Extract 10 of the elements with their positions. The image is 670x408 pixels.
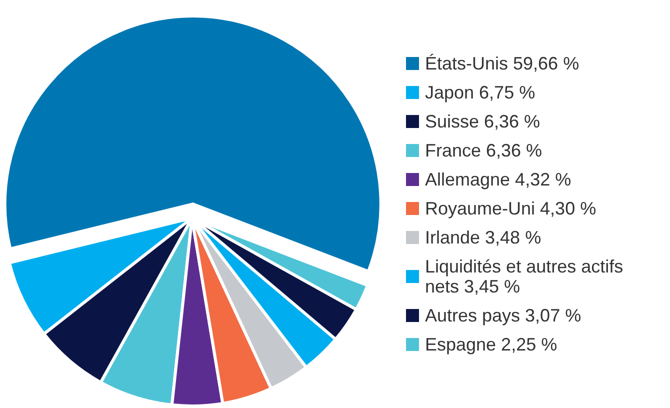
legend-label: Espagne 2,25 % (425, 334, 558, 354)
legend-label: Suisse 6,36 % (425, 112, 540, 132)
legend-label: États-Unis 59,66 % (425, 54, 580, 74)
legend-label: Royaume-Uni 4,30 % (425, 198, 596, 218)
legend-label: Japon 6,75 % (425, 82, 536, 102)
legend-label: France 6,36 % (425, 140, 542, 160)
legend-label: Liquidités et autres actifs nets 3,45 % (425, 256, 628, 296)
legend-label: Irlande 3,48 % (425, 228, 542, 248)
legend-label: Allemagne 4,32 % (425, 170, 572, 190)
legend-label: Autres pays 3,07 % (425, 306, 582, 326)
